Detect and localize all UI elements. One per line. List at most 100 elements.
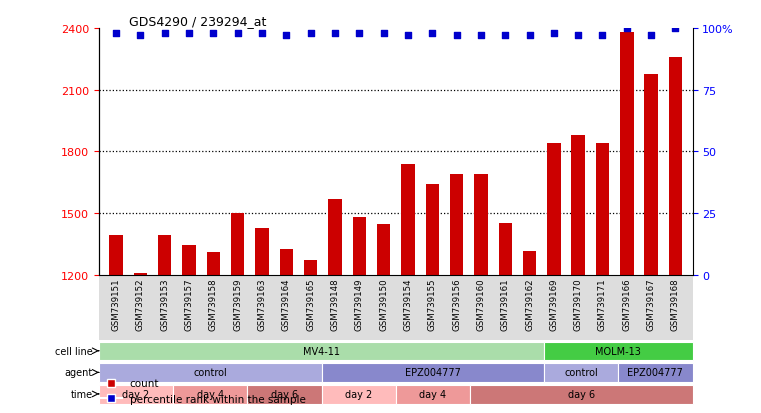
Text: GSM739148: GSM739148 <box>330 278 339 331</box>
Bar <box>206 252 220 275</box>
Point <box>231 31 244 37</box>
Point <box>524 33 536 40</box>
Bar <box>572 135 585 275</box>
Text: GSM739168: GSM739168 <box>671 278 680 331</box>
Text: GSM739164: GSM739164 <box>282 278 291 331</box>
Text: GSM739169: GSM739169 <box>549 278 559 330</box>
Text: day 2: day 2 <box>123 389 150 399</box>
FancyBboxPatch shape <box>321 363 544 382</box>
Point <box>134 33 146 40</box>
Bar <box>377 225 390 275</box>
Legend: count, percentile rank within the sample: count, percentile rank within the sample <box>97 374 310 408</box>
Point <box>451 33 463 40</box>
Point <box>207 31 219 37</box>
Text: EPZ004777: EPZ004777 <box>628 368 683 377</box>
Bar <box>304 261 317 275</box>
Point <box>670 26 682 32</box>
FancyBboxPatch shape <box>618 363 693 382</box>
Point <box>645 33 658 40</box>
Point <box>402 33 414 40</box>
Text: control: control <box>565 368 598 377</box>
Point <box>110 31 122 37</box>
Text: day 2: day 2 <box>345 389 372 399</box>
Point <box>304 31 317 37</box>
Text: day 6: day 6 <box>568 389 595 399</box>
Text: GSM739150: GSM739150 <box>379 278 388 331</box>
Text: GSM739155: GSM739155 <box>428 278 437 331</box>
FancyBboxPatch shape <box>247 385 321 404</box>
Bar <box>134 274 147 275</box>
FancyBboxPatch shape <box>544 342 693 361</box>
FancyBboxPatch shape <box>174 385 247 404</box>
Text: GSM739151: GSM739151 <box>111 278 120 331</box>
Text: agent: agent <box>65 368 93 377</box>
Text: GSM739159: GSM739159 <box>233 278 242 330</box>
Point <box>548 31 560 37</box>
Text: day 6: day 6 <box>271 389 298 399</box>
Text: GSM739163: GSM739163 <box>257 278 266 331</box>
Bar <box>401 164 415 275</box>
Text: GSM739153: GSM739153 <box>160 278 169 331</box>
FancyBboxPatch shape <box>544 363 618 382</box>
Text: GSM739157: GSM739157 <box>184 278 193 331</box>
Bar <box>182 245 196 275</box>
Text: GSM739149: GSM739149 <box>355 278 364 330</box>
Bar <box>620 33 633 275</box>
Text: MOLM-13: MOLM-13 <box>595 346 642 356</box>
Point <box>353 31 365 37</box>
Text: GSM739165: GSM739165 <box>306 278 315 331</box>
Bar <box>425 185 439 275</box>
Point <box>256 31 268 37</box>
Point <box>280 33 292 40</box>
Text: GDS4290 / 239294_at: GDS4290 / 239294_at <box>129 15 266 28</box>
Bar <box>231 214 244 275</box>
Text: GSM739170: GSM739170 <box>574 278 583 331</box>
Bar <box>498 223 512 275</box>
Text: GSM739158: GSM739158 <box>209 278 218 331</box>
Text: time: time <box>71 389 93 399</box>
Bar <box>279 249 293 275</box>
Text: MV4-11: MV4-11 <box>303 346 340 356</box>
Text: GSM739160: GSM739160 <box>476 278 486 331</box>
Bar <box>352 218 366 275</box>
Text: EPZ004777: EPZ004777 <box>405 368 460 377</box>
Bar <box>328 199 342 275</box>
Text: GSM739166: GSM739166 <box>622 278 632 331</box>
Text: control: control <box>193 368 227 377</box>
Text: cell line: cell line <box>56 346 93 356</box>
Point <box>183 31 195 37</box>
Bar <box>450 174 463 275</box>
Point <box>475 33 487 40</box>
Text: GSM739156: GSM739156 <box>452 278 461 331</box>
Bar <box>547 144 561 275</box>
FancyBboxPatch shape <box>99 363 321 382</box>
FancyBboxPatch shape <box>396 385 470 404</box>
Bar <box>110 236 123 275</box>
Point <box>158 31 170 37</box>
Point <box>621 26 633 32</box>
Point <box>426 31 438 37</box>
Text: GSM739162: GSM739162 <box>525 278 534 331</box>
Point <box>377 31 390 37</box>
FancyBboxPatch shape <box>99 385 174 404</box>
FancyBboxPatch shape <box>99 342 544 361</box>
Text: day 4: day 4 <box>196 389 224 399</box>
Point <box>597 33 609 40</box>
Bar <box>474 174 488 275</box>
Bar <box>158 236 171 275</box>
FancyBboxPatch shape <box>470 385 693 404</box>
Bar <box>669 57 682 275</box>
FancyBboxPatch shape <box>321 385 396 404</box>
Text: GSM739167: GSM739167 <box>647 278 656 331</box>
Text: GSM739161: GSM739161 <box>501 278 510 331</box>
Bar <box>523 251 537 275</box>
Bar <box>645 75 658 275</box>
Point <box>329 31 341 37</box>
Point <box>572 33 584 40</box>
Text: GSM739154: GSM739154 <box>403 278 412 331</box>
Bar <box>596 144 610 275</box>
Text: GSM739152: GSM739152 <box>135 278 145 331</box>
Text: GSM739171: GSM739171 <box>598 278 607 331</box>
Bar <box>255 229 269 275</box>
Text: day 4: day 4 <box>419 389 447 399</box>
